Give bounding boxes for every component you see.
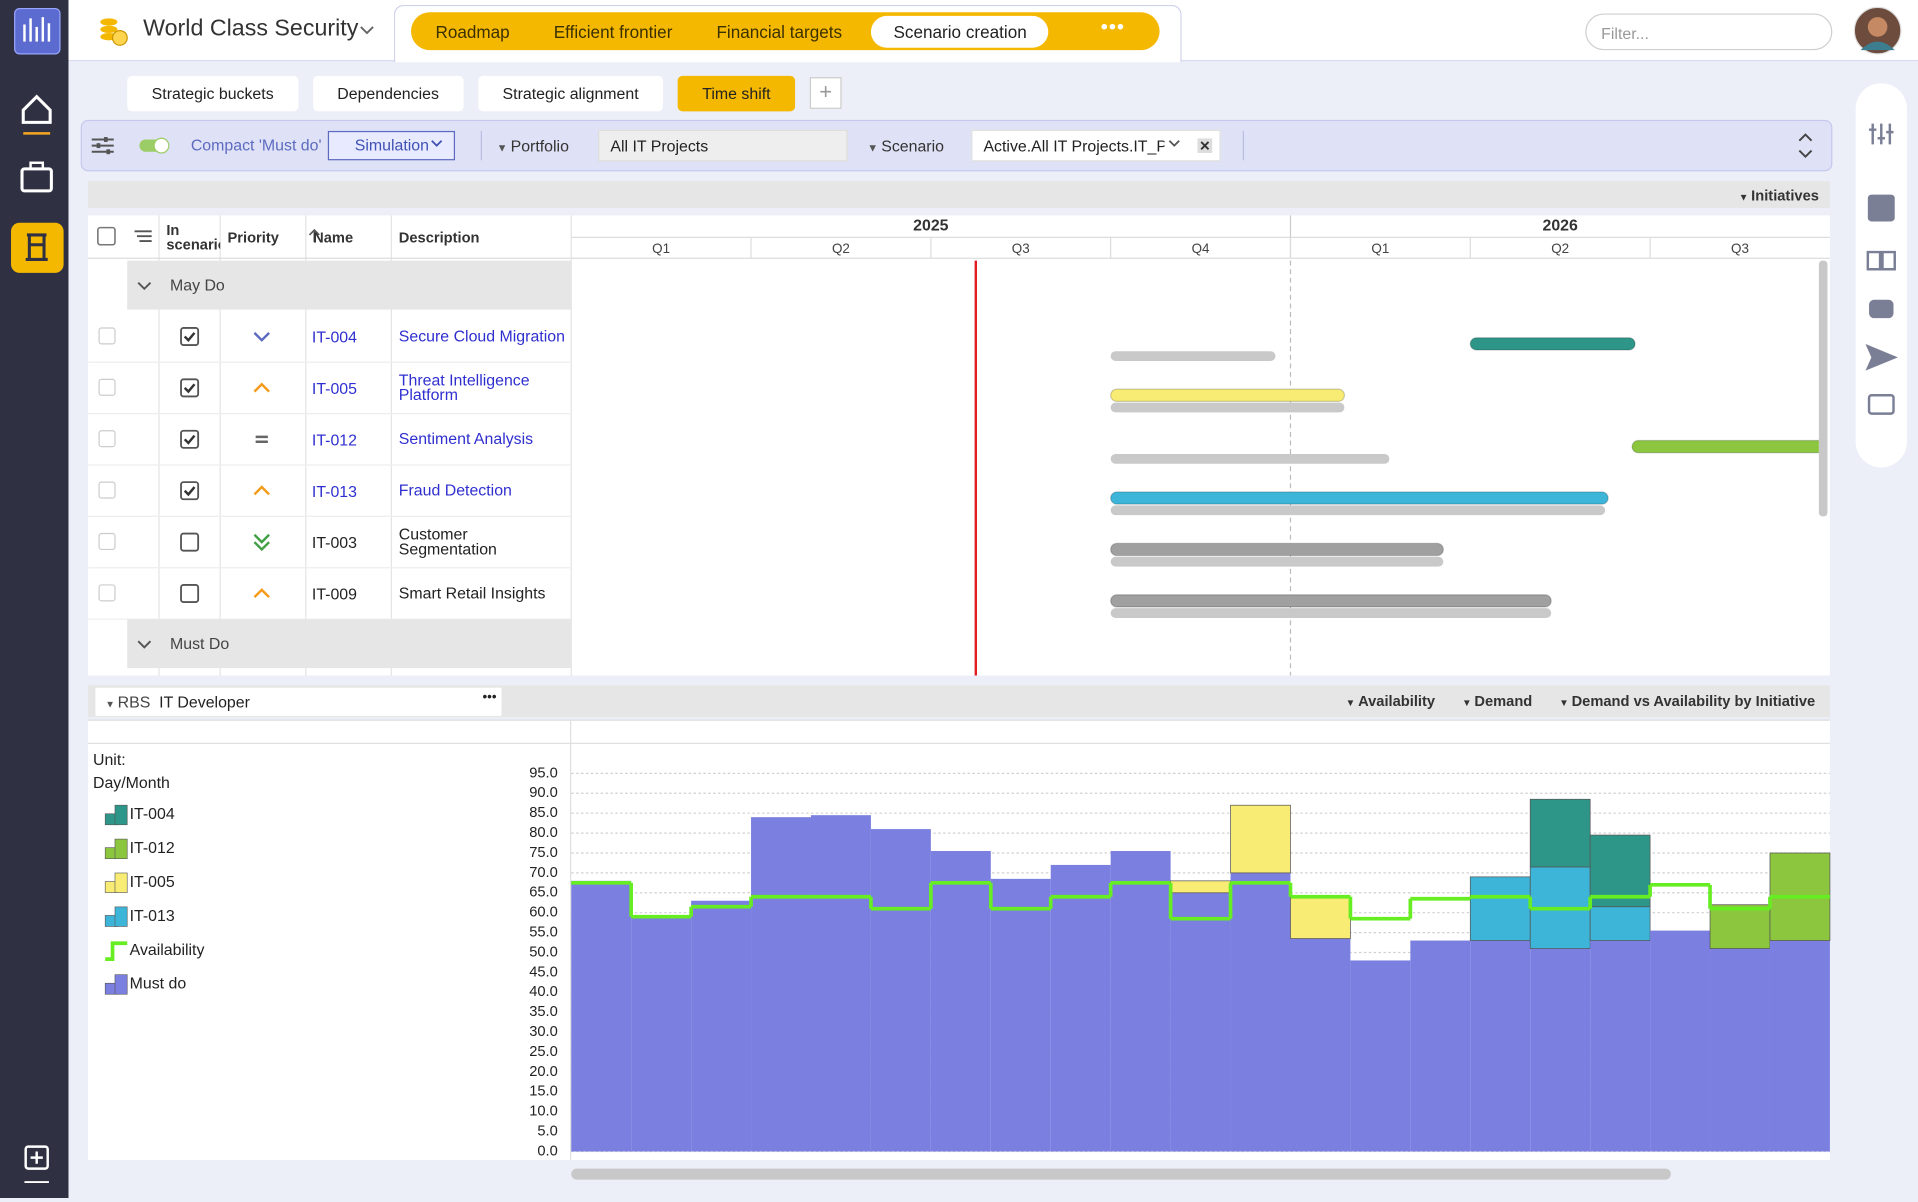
save-icon[interactable] [1869, 196, 1893, 220]
h-scrollbar[interactable] [571, 1169, 1671, 1180]
book-icon[interactable] [1868, 252, 1895, 269]
column-header[interactable]: Description [399, 221, 571, 253]
separator [481, 131, 482, 160]
bot-icon[interactable] [1870, 301, 1892, 317]
workspace-icon [95, 15, 132, 49]
view-label: Availability [1358, 693, 1435, 710]
scenario-value: Active.All IT Projects.IT_PM [983, 137, 1164, 155]
dropdown-arrow: ▼ [1559, 698, 1571, 709]
initiative-description: Smart Retail Insights [399, 568, 568, 619]
portfolio-input[interactable]: All IT Projects [598, 130, 848, 162]
send-icon[interactable] [1868, 346, 1895, 368]
initiative-id: IT-003 [312, 516, 357, 567]
scenario-label[interactable]: ▼ Scenario [867, 137, 944, 155]
rbs-selector[interactable]: ▼ RBS IT Developer••• [95, 688, 501, 716]
sidebar-icons [0, 0, 68, 1198]
compact-label[interactable]: Compact 'Must do' [191, 136, 322, 154]
initiative-description: Sentiment Analysis [399, 414, 568, 465]
dropdown-arrow: ▼ [1462, 698, 1474, 709]
notes-icon[interactable] [1869, 395, 1893, 413]
sidebar [0, 0, 68, 1198]
tab[interactable]: Roadmap [413, 15, 531, 47]
chart-header-line [88, 743, 1830, 744]
portfolio-label-text: Portfolio [511, 137, 569, 155]
initiative-description: Secure Cloud Migration [399, 311, 568, 362]
subtab[interactable]: Time shift [678, 76, 795, 111]
column-header[interactable]: In scenario [166, 221, 220, 253]
settings-icon[interactable] [91, 135, 115, 157]
add-subtab[interactable]: + [810, 77, 842, 109]
initiatives-view-text: Initiatives [1751, 187, 1819, 204]
view-option[interactable]: ▼ Demand vs Availability by Initiative [1559, 693, 1815, 710]
unit-label: Unit: [93, 750, 126, 768]
view-option[interactable]: ▼ Availability [1346, 693, 1435, 710]
subtab[interactable]: Dependencies [313, 76, 464, 111]
more-tabs[interactable]: ••• [1101, 17, 1125, 39]
resource-views: ▼ Availability▼ Demand▼ Demand vs Availa… [1346, 693, 1816, 710]
view-label: Demand vs Availability by Initiative [1572, 693, 1816, 710]
subtab-bar: Strategic buckets Dependencies Strategic a… [127, 76, 841, 111]
right-panel-icons [1856, 83, 1907, 467]
scenario-label-text: Scenario [881, 137, 944, 155]
view-label: Demand [1474, 693, 1532, 710]
tab-bar: RoadmapEfficient frontierFinancial targe… [411, 12, 1160, 50]
tab[interactable]: Efficient frontier [532, 15, 695, 47]
separator [1243, 131, 1244, 160]
portfolio-icon[interactable] [22, 169, 51, 191]
mode-chevron [431, 140, 443, 150]
initiative-description: Customer Segmentation [399, 516, 568, 567]
workspace-name[interactable]: World Class Security [143, 16, 358, 43]
initiative-id: IT-005 [312, 362, 357, 413]
chart-divider [570, 720, 571, 1161]
tab[interactable]: Financial targets [694, 15, 864, 47]
unit-value: Day/Month [93, 773, 170, 791]
scenario-icon[interactable] [11, 223, 64, 273]
avatar[interactable] [1853, 6, 1902, 55]
tab[interactable]: Scenario creation [871, 15, 1048, 47]
portfolio-label[interactable]: ▼ Portfolio [497, 137, 569, 155]
initiative-description: Threat Intelligence Platform [399, 362, 568, 413]
initiative-id: IT-009 [312, 568, 357, 619]
column-header[interactable]: Priority [228, 221, 306, 253]
view-option[interactable]: ▼ Demand [1462, 693, 1532, 710]
chart-panel [88, 720, 1830, 1161]
initiatives-view[interactable]: ▼ Initiatives [1739, 187, 1819, 204]
collapse-toolbar[interactable] [1797, 132, 1814, 159]
workspace-chevron[interactable] [360, 24, 375, 36]
rbs-label: RBS [118, 693, 151, 711]
compact-toggle[interactable] [138, 137, 170, 154]
dropdown-arrow: ▼ [1346, 698, 1358, 709]
initiative-id: IT-012 [312, 414, 357, 465]
column-header[interactable]: Name [313, 221, 391, 253]
initiative-description: Fraud Detection [399, 465, 568, 516]
initiative-id: IT-013 [312, 465, 357, 516]
initiatives-band [88, 181, 1830, 208]
subtab[interactable]: Strategic alignment [478, 76, 663, 111]
filter-input[interactable]: Filter... [1585, 13, 1832, 50]
initiative-id: IT-004 [312, 311, 357, 362]
rbs-value: IT Developer [159, 693, 250, 711]
subtab[interactable]: Strategic buckets [127, 76, 298, 111]
scenario-controls[interactable] [1168, 138, 1217, 153]
tools-icon[interactable] [1869, 124, 1893, 145]
mode-value: Simulation [355, 136, 429, 154]
home-icon[interactable] [23, 97, 50, 123]
